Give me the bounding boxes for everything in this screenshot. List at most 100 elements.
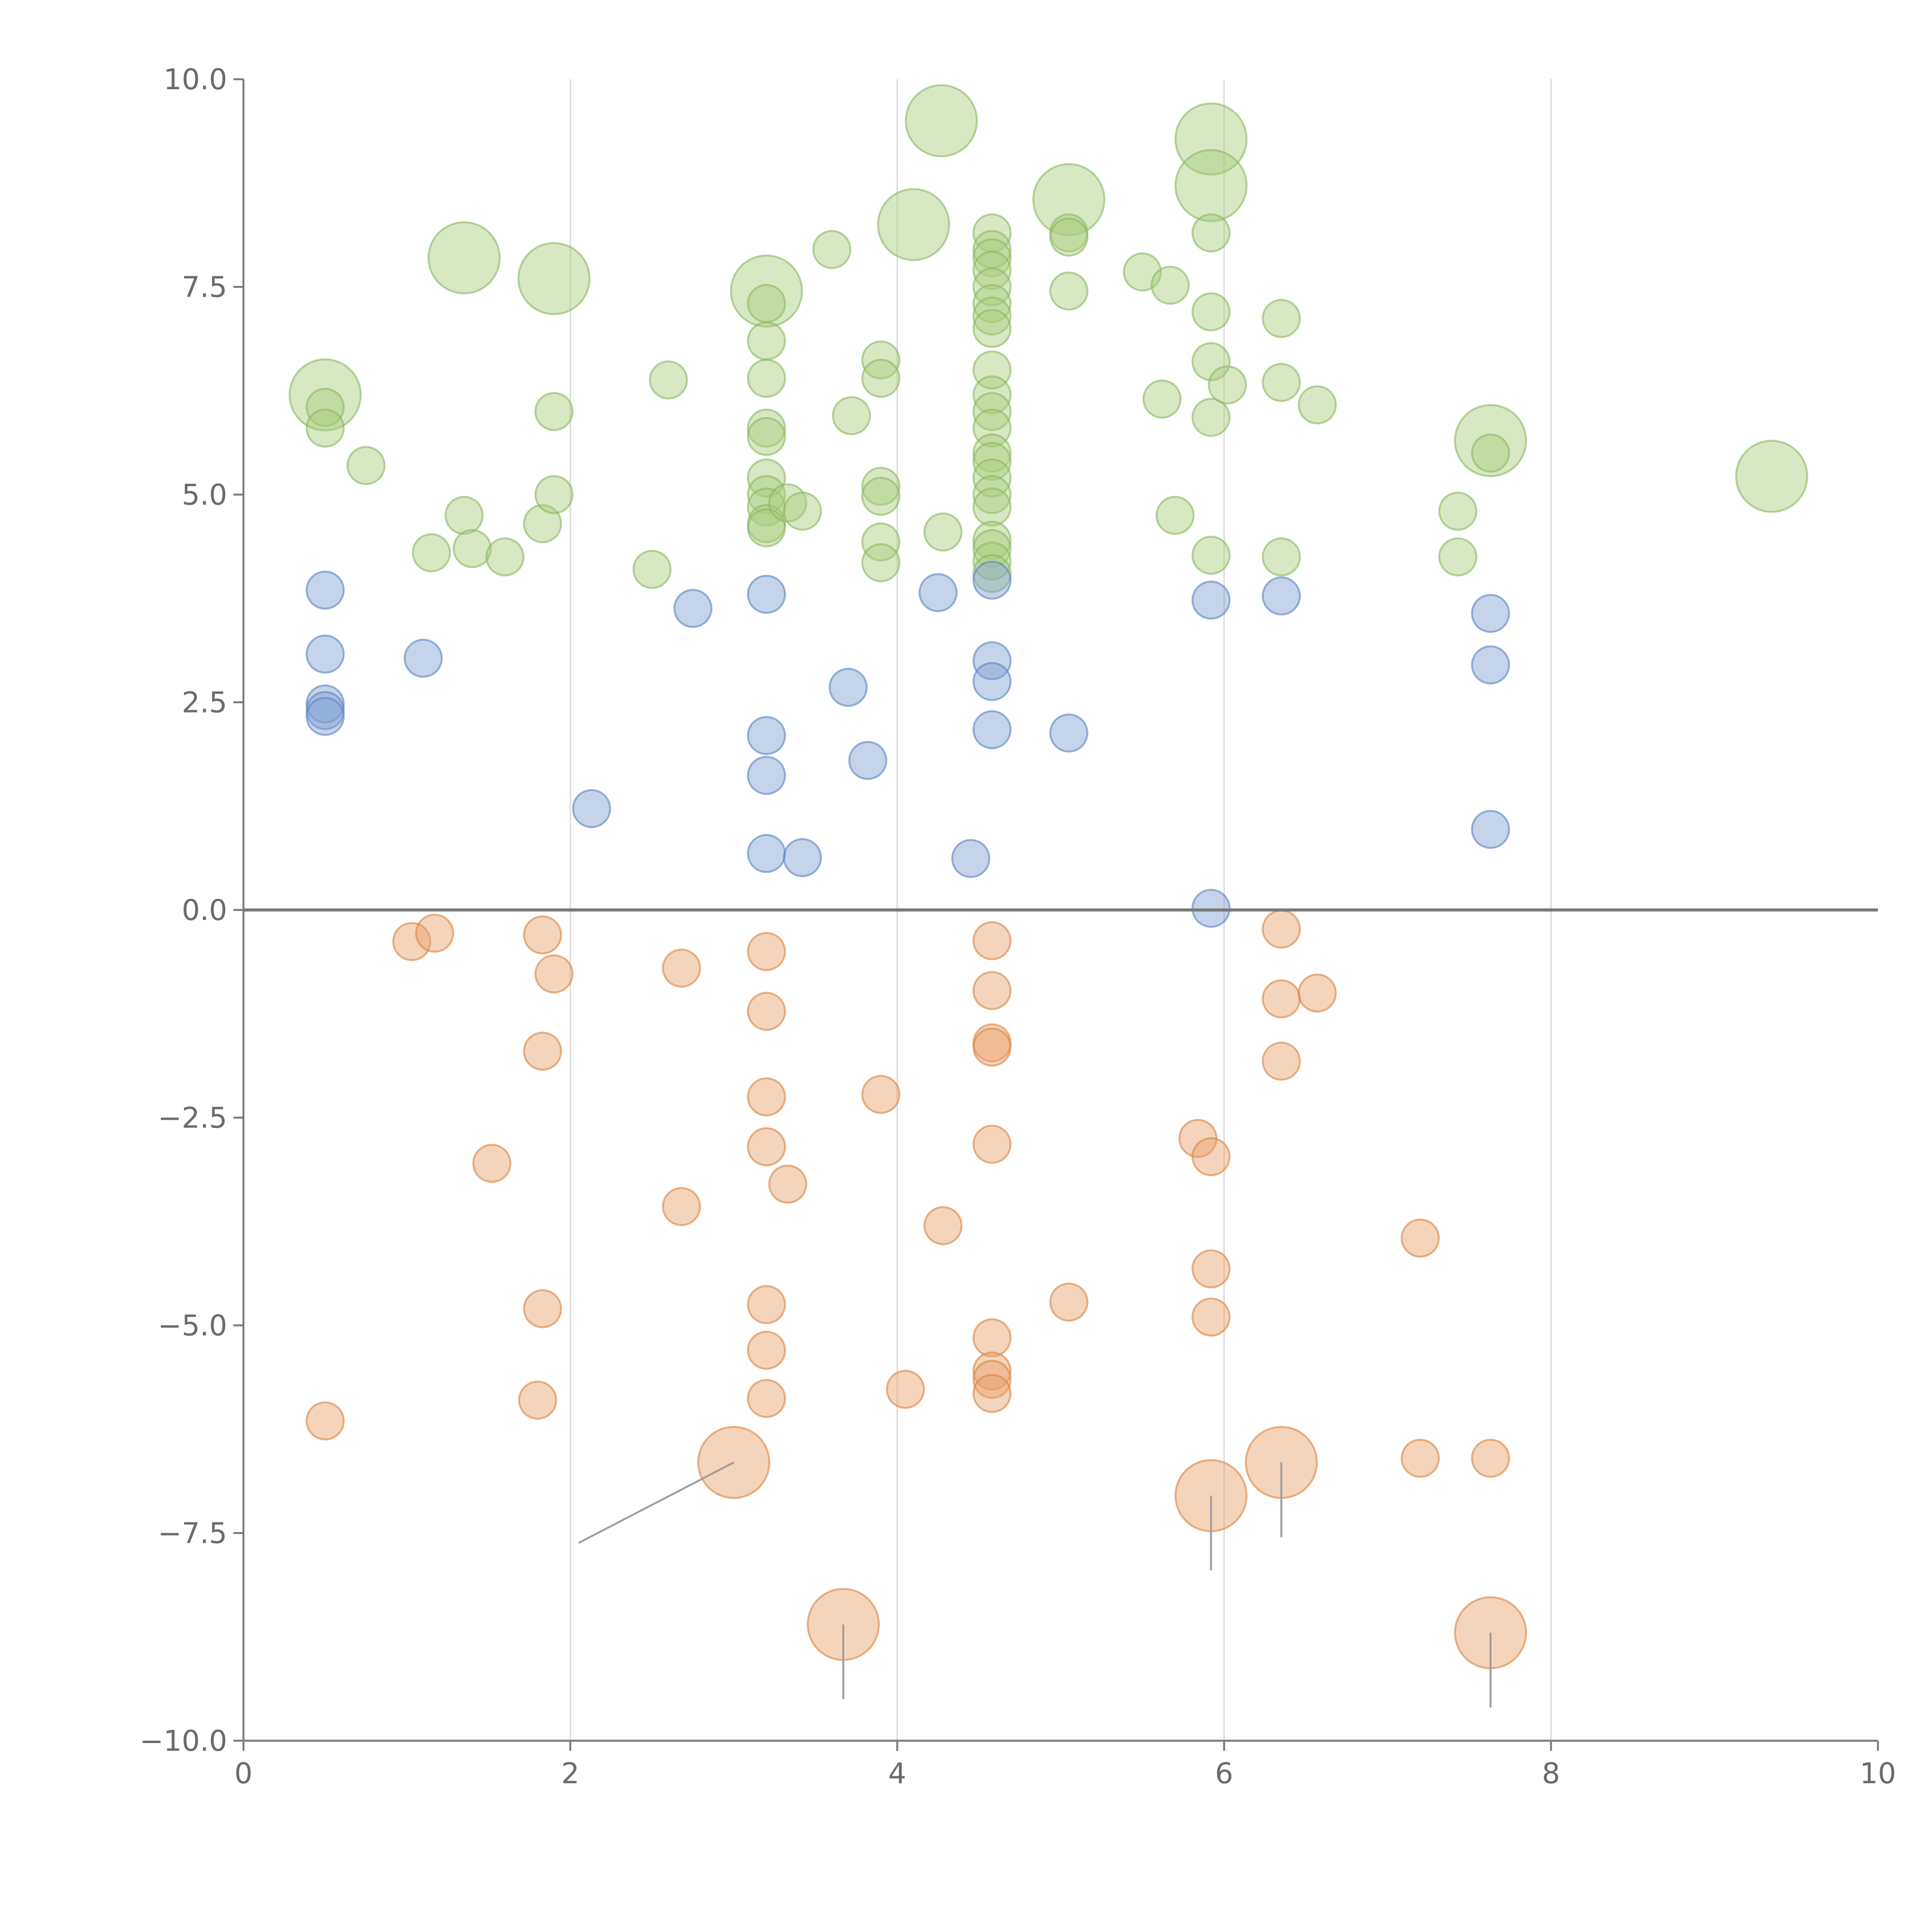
leader-layer xyxy=(578,1461,1492,1708)
blue-bubble-25 xyxy=(1471,594,1510,633)
green-bubble-3 xyxy=(346,446,386,485)
green-bubble-80 xyxy=(1438,492,1478,531)
green-bubble-43 xyxy=(972,267,1012,306)
green-bubble-62 xyxy=(1049,218,1088,257)
orange-bubble-33 xyxy=(1049,1282,1088,1322)
blue-bubble-9 xyxy=(747,716,786,755)
orange-bubble-36 xyxy=(1191,1249,1231,1289)
orange-bubble-14 xyxy=(747,1077,786,1117)
green-bubble-37 xyxy=(905,84,978,157)
blue-bubble-22 xyxy=(1191,580,1231,620)
green-bubble-11 xyxy=(534,475,574,514)
blue-bubble-15 xyxy=(918,573,958,612)
green-bubble-66 xyxy=(1150,265,1190,305)
orange-bubble-12 xyxy=(747,932,786,971)
orange-bubble-37 xyxy=(1191,1298,1231,1337)
orange-bubble-6 xyxy=(534,954,574,994)
blue-bubble-6 xyxy=(572,789,611,828)
orange-bubble-18 xyxy=(747,1379,786,1418)
orange-bubble-3 xyxy=(472,1144,512,1183)
orange-bubble-1 xyxy=(392,922,432,961)
blue-bubble-8 xyxy=(747,575,786,614)
orange-bubble-29 xyxy=(972,1318,1012,1357)
blue-bubble-20 xyxy=(972,710,1012,749)
green-bubble-42 xyxy=(972,251,1012,290)
x-tick-label: 10 xyxy=(1860,1757,1896,1790)
green-bubble-76 xyxy=(1262,299,1301,338)
orange-bubble-45 xyxy=(1401,1439,1440,1478)
orange-bubble-17 xyxy=(747,1331,786,1370)
blue-bubble-26 xyxy=(1471,645,1510,685)
orange-bubble-15 xyxy=(747,1127,786,1167)
green-bubble-22 xyxy=(747,475,786,514)
blue-bubble-11 xyxy=(747,834,786,873)
blue-bubble-1 xyxy=(306,634,345,674)
green-bubble-75 xyxy=(1208,365,1247,405)
blue-bubble-13 xyxy=(828,668,868,707)
green-bubble-35 xyxy=(861,543,901,582)
green-bubble-78 xyxy=(1262,537,1301,577)
orange-bubble-25 xyxy=(972,971,1012,1010)
green-bubble-72 xyxy=(1191,342,1231,381)
orange-bubble-2 xyxy=(415,913,454,953)
x-tick-label: 4 xyxy=(888,1757,906,1790)
y-tick-label: 5.0 xyxy=(182,478,227,512)
green-bubble-65 xyxy=(1142,379,1182,419)
green-bubble-27 xyxy=(783,492,822,531)
green-bubble-41 xyxy=(972,238,1012,277)
blue-bubble-14 xyxy=(848,741,888,780)
blue-bubble-27 xyxy=(1471,810,1510,849)
orange-bubble-32 xyxy=(972,1374,1012,1413)
green-bubble-71 xyxy=(1191,292,1231,332)
y-tick-label: 7.5 xyxy=(182,271,227,304)
green-bubble-19 xyxy=(747,408,786,448)
green-bubble-16 xyxy=(747,284,786,323)
green-bubble-10 xyxy=(523,504,562,543)
green-bubble-18 xyxy=(747,359,786,398)
green-bubble-67 xyxy=(1155,496,1195,535)
orange-bubble-10 xyxy=(662,1187,701,1226)
y-tick-label: −5.0 xyxy=(158,1309,227,1342)
green-bubble-6 xyxy=(452,529,492,568)
green-bubble-45 xyxy=(972,296,1012,336)
orange-bubble-44 xyxy=(1401,1218,1440,1258)
green-bubble-46 xyxy=(972,309,1012,348)
green-bubble-31 xyxy=(861,359,901,398)
green-bubble-53 xyxy=(972,458,1012,498)
orange-bubble-43 xyxy=(1298,973,1337,1013)
blue-bubble-24 xyxy=(1262,576,1301,616)
orange-bubble-31 xyxy=(972,1360,1012,1399)
y-tick-label: −7.5 xyxy=(158,1517,227,1550)
axis-layer: 0 2 4 6 8 10 10.0 7.5 5.0 2.5 0.0 −2.5 −5.0 −7.5 −10.0 xyxy=(139,63,1896,1790)
blue-bubble-23 xyxy=(1191,889,1231,928)
green-bubble-21 xyxy=(747,458,786,498)
green-bubble-68 xyxy=(1174,102,1248,176)
green-bubble-33 xyxy=(861,476,901,516)
orange-bubble-5 xyxy=(523,915,562,954)
orange-bubble-35 xyxy=(1191,1137,1231,1177)
y-tick-label: −2.5 xyxy=(158,1102,227,1135)
green-bubble-52 xyxy=(972,442,1012,481)
orange-bubble-16 xyxy=(747,1285,786,1324)
green-bubble-56 xyxy=(972,520,1012,560)
orange-bubble-22 xyxy=(886,1370,925,1409)
green-bubble-73 xyxy=(1191,398,1231,437)
y-tick-label: 0.0 xyxy=(182,894,227,927)
green-bubble-36 xyxy=(877,188,950,261)
green-bubble-49 xyxy=(972,392,1012,431)
green-bubble-48 xyxy=(972,375,1012,415)
y-tick-label: 10.0 xyxy=(163,63,227,96)
orange-bubble-19 xyxy=(768,1165,808,1204)
green-bubble-32 xyxy=(861,467,901,506)
x-tick-label: 0 xyxy=(234,1757,252,1790)
orange-bubble-8 xyxy=(523,1289,562,1328)
green-bubble-4 xyxy=(412,533,451,572)
green-bubble-74 xyxy=(1191,536,1231,575)
orange-bubble-7 xyxy=(523,1032,562,1071)
orange-bubble-13 xyxy=(747,992,786,1031)
orange-bubble-41 xyxy=(1262,1041,1301,1081)
green-bubble-28 xyxy=(812,230,852,269)
orange-bubble-24 xyxy=(972,921,1012,961)
